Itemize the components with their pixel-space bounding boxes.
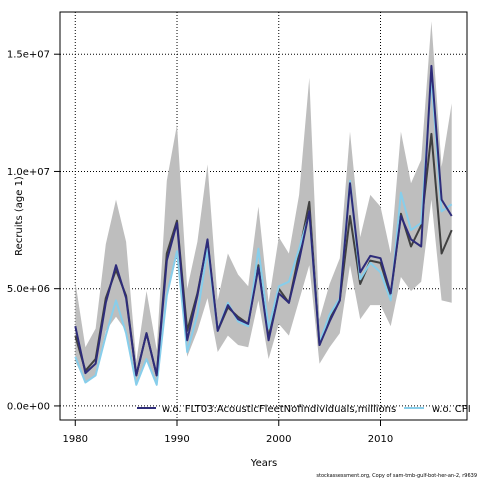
y-tick-label: 1.0e+07 xyxy=(7,167,50,178)
y-tick-label: 1.5e+07 xyxy=(7,50,50,61)
confidence-band xyxy=(75,21,452,385)
series-line-cpi xyxy=(74,76,453,386)
legend-label-acoustic: w.o. FLT03:AcousticFleetNofindividuals,m… xyxy=(162,404,396,415)
x-tick-label: 1990 xyxy=(164,434,189,445)
x-tick-label: 2000 xyxy=(266,434,291,445)
plot-frame xyxy=(59,11,468,421)
x-tick-label: 2010 xyxy=(368,434,393,445)
footer-source-text: stockassessment.org, Copy of sam-tmb-gul… xyxy=(316,473,477,479)
x-axis-title: Years xyxy=(250,458,277,469)
y-axis-title: Recruits (age 1) xyxy=(14,176,25,256)
series-line-acoustic xyxy=(74,64,453,377)
series-lines xyxy=(74,64,453,386)
legend: w.o. FLT03:AcousticFleetNofindividuals,m… xyxy=(137,404,471,415)
x-axis-ticks: 1980 1990 2000 2010 xyxy=(63,420,393,445)
y-tick-label: 0.0e+00 xyxy=(7,401,50,412)
legend-label-cpi: w.o. CPI xyxy=(432,404,471,415)
x-tick-label: 1980 xyxy=(63,434,88,445)
y-tick-label: 5.0e+06 xyxy=(7,284,50,295)
y-axis-ticks: 0.0e+00 5.0e+06 1.0e+07 1.5e+07 xyxy=(7,50,60,412)
